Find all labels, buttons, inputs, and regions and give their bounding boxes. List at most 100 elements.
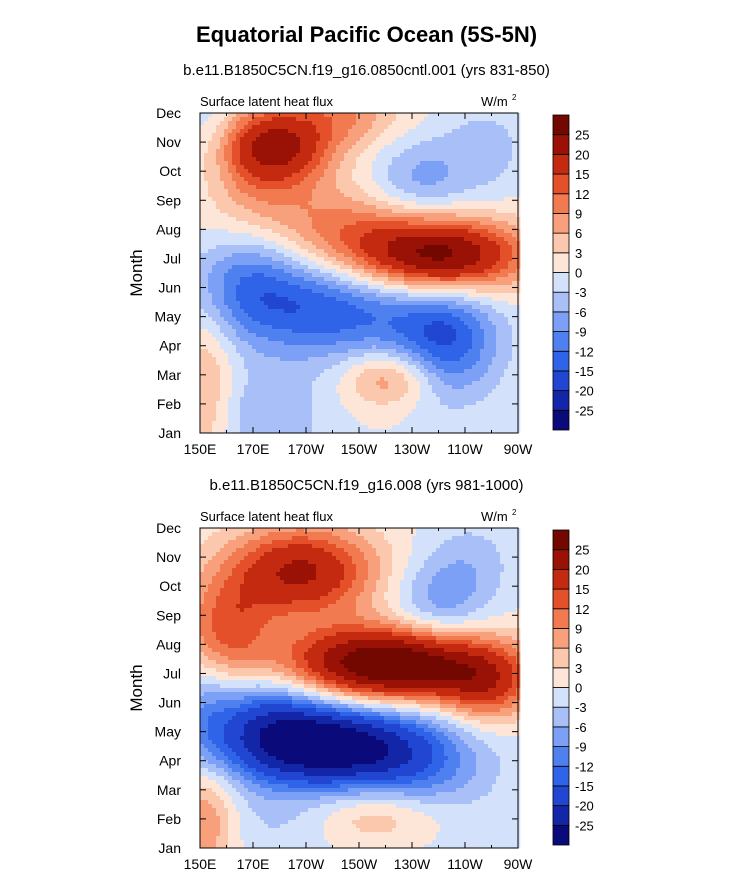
contour-cell <box>400 185 405 190</box>
contour-cell <box>256 161 261 166</box>
contour-cell <box>404 133 409 138</box>
contour-cell <box>208 277 213 282</box>
contour-cell <box>380 253 385 258</box>
contour-cell <box>388 317 393 322</box>
contour-cell <box>376 193 381 198</box>
contour-cell <box>428 321 433 326</box>
contour-cell <box>260 173 265 178</box>
contour-cell <box>468 189 473 194</box>
contour-cell <box>360 313 365 318</box>
contour-cell <box>292 173 297 178</box>
contour-cell <box>360 301 365 306</box>
contour-cell <box>288 333 293 338</box>
contour-cell <box>512 341 517 346</box>
contour-cell <box>340 349 345 354</box>
contour-cell <box>324 161 329 166</box>
contour-cell <box>244 273 249 278</box>
contour-cell <box>416 313 421 318</box>
contour-cell <box>228 301 233 306</box>
contour-cell <box>372 165 377 170</box>
contour-cell <box>444 337 449 342</box>
contour-cell <box>216 277 221 282</box>
contour-cell <box>284 317 289 322</box>
contour-cell <box>500 253 505 258</box>
contour-cell <box>444 293 449 298</box>
contour-cell <box>320 325 325 330</box>
contour-cell <box>384 329 389 334</box>
contour-cell <box>320 249 325 254</box>
contour-cell <box>464 201 469 206</box>
contour-cell <box>332 197 337 202</box>
contour-cell <box>380 185 385 190</box>
contour-cell <box>344 133 349 138</box>
contour-cell <box>400 293 405 298</box>
contour-cell <box>360 225 365 230</box>
contour-cell <box>364 153 369 158</box>
contour-cell <box>356 137 361 142</box>
contour-cell <box>388 297 393 302</box>
contour-cell <box>504 301 509 306</box>
contour-cell <box>428 345 433 350</box>
contour-cell <box>388 357 393 362</box>
contour-cell <box>296 169 301 174</box>
contour-cell <box>460 285 465 290</box>
contour-cell <box>352 221 357 226</box>
contour-cell <box>488 205 493 210</box>
contour-cell <box>220 249 225 254</box>
contour-cell <box>276 185 281 190</box>
contour-cell <box>316 213 321 218</box>
contour-cell <box>264 245 269 250</box>
contour-cell <box>272 181 277 186</box>
contour-cell <box>320 297 325 302</box>
contour-cell <box>420 121 425 126</box>
contour-cell <box>264 289 269 294</box>
contour-cell <box>228 317 233 322</box>
contour-cell <box>404 241 409 246</box>
contour-cell <box>248 241 253 246</box>
contour-cell <box>424 149 429 154</box>
contour-cell <box>420 261 425 266</box>
contour-cell <box>364 277 369 282</box>
contour-cell <box>336 157 341 162</box>
contour-cell <box>272 333 277 338</box>
contour-cell <box>412 309 417 314</box>
contour-cell <box>420 225 425 230</box>
contour-cell <box>260 313 265 318</box>
contour-cell <box>388 257 393 262</box>
contour-cell <box>280 245 285 250</box>
contour-cell <box>456 181 461 186</box>
contour-cell <box>332 289 337 294</box>
contour-cell <box>360 213 365 218</box>
contour-cell <box>476 173 481 178</box>
contour-cell <box>364 233 369 238</box>
contour-cell <box>292 269 297 274</box>
contour-cell <box>508 165 513 170</box>
contour-cell <box>304 193 309 198</box>
contour-cell <box>348 153 353 158</box>
contour-cell <box>436 221 441 226</box>
contour-cell <box>420 169 425 174</box>
contour-cell <box>476 325 481 330</box>
contour-cell <box>320 137 325 142</box>
contour-cell <box>244 185 249 190</box>
contour-cell <box>356 125 361 130</box>
contour-cell <box>424 265 429 270</box>
contour-cell <box>248 197 253 202</box>
contour-cell <box>208 133 213 138</box>
contour-cell <box>496 289 501 294</box>
contour-cell <box>484 165 489 170</box>
contour-cell <box>280 357 285 362</box>
contour-cell <box>304 321 309 326</box>
contour-cell <box>296 217 301 222</box>
contour-cell <box>384 309 389 314</box>
contour-cell <box>288 189 293 194</box>
contour-cell <box>352 329 357 334</box>
contour-cell <box>384 205 389 210</box>
contour-cell <box>388 237 393 242</box>
contour-cell <box>248 121 253 126</box>
contour-cell <box>472 149 477 154</box>
contour-cell <box>224 325 229 330</box>
contour-cell <box>468 133 473 138</box>
contour-cell <box>380 113 385 118</box>
contour-cell <box>512 317 517 322</box>
